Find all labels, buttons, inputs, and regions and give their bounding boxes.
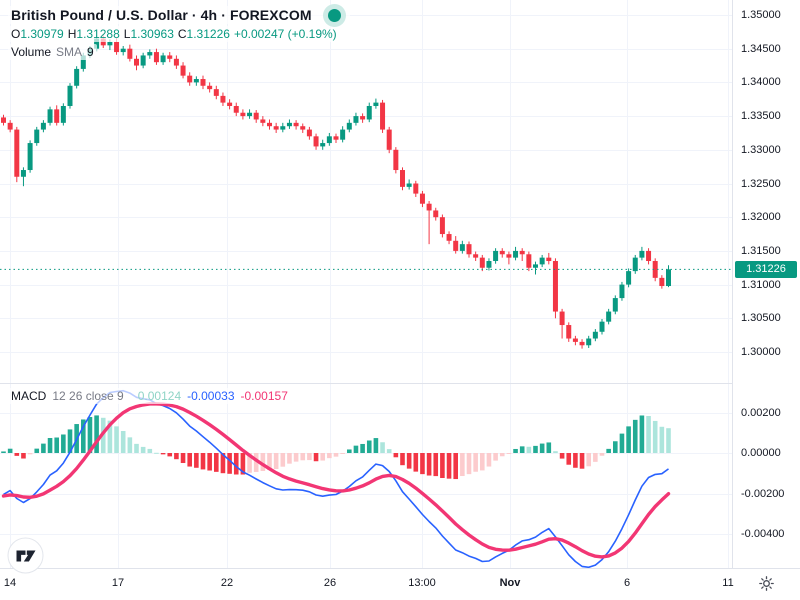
- current-price-badge: 1.31226: [735, 260, 797, 278]
- ohlc-row: O1.30979 H1.31288 L1.30963 C1.31226 +0.0…: [8, 26, 340, 42]
- macd-params: 12 26 close 9: [52, 389, 124, 403]
- symbol-title-row[interactable]: British Pound / U.S. Dollar · 4h · FOREX…: [8, 6, 350, 24]
- time-tick-label: Nov: [499, 577, 521, 589]
- close-label: C: [177, 27, 187, 41]
- close-value: 1.31226: [186, 27, 230, 41]
- time-tick-label: 6: [623, 577, 631, 589]
- price-chart-pane[interactable]: [0, 0, 732, 384]
- volume-legend-row[interactable]: Volume SMA 9: [8, 44, 97, 60]
- price-tick-label: 1.31500: [741, 244, 781, 257]
- time-tick-label: 22: [220, 577, 234, 589]
- macd-line-value: -0.00033: [187, 389, 235, 403]
- time-tick-label: 14: [3, 577, 17, 589]
- symbol-legend: British Pound / U.S. Dollar · 4h · FOREX…: [8, 6, 350, 62]
- macd-title: MACD: [11, 389, 47, 403]
- price-tick-label: 1.32000: [741, 211, 781, 224]
- price-tick-label: 1.32500: [741, 177, 781, 190]
- price-tick-label: 1.35000: [741, 9, 781, 21]
- macd-hist-value: 0.00124: [137, 389, 182, 403]
- macd-legend-row[interactable]: MACD 12 26 close 9 0.00124 -0.00033 -0.0…: [8, 388, 291, 404]
- symbol-title[interactable]: British Pound / U.S. Dollar · 4h · FOREX…: [11, 7, 312, 23]
- market-status-dot[interactable]: [327, 8, 341, 22]
- time-axis[interactable]: 14 17 22 26 13:00 Nov 6 11: [0, 568, 800, 600]
- macd-tick-label: 0.00200: [741, 406, 781, 419]
- price-tick-label: 1.34500: [741, 42, 781, 55]
- gear-icon[interactable]: [759, 576, 774, 591]
- high-value: 1.31288: [76, 27, 120, 41]
- price-tick-label: 1.30000: [741, 346, 781, 358]
- time-tick-label: 26: [323, 577, 337, 589]
- pane-separator[interactable]: [0, 383, 800, 384]
- price-tick-label: 1.30500: [741, 312, 781, 325]
- tradingview-logo[interactable]: [7, 537, 44, 574]
- change-value: +0.00247 (+0.19%): [233, 27, 337, 41]
- price-tick-label: 1.31000: [741, 278, 781, 291]
- macd-tick-label: -0.00400: [741, 528, 785, 540]
- time-tick-label: 13:00: [408, 577, 436, 589]
- volume-sma-label: SMA: [56, 45, 83, 59]
- open-label: O: [11, 27, 21, 41]
- macd-chart-pane[interactable]: [0, 384, 732, 568]
- macd-signal-value: -0.00157: [240, 389, 288, 403]
- open-value: 1.30979: [20, 27, 64, 41]
- macd-tick-label: -0.00200: [741, 487, 785, 500]
- time-tick-label: 11: [722, 577, 734, 589]
- price-tick-label: 1.33500: [741, 110, 781, 123]
- high-label: H: [67, 27, 77, 41]
- price-tick-label: 1.33000: [741, 143, 781, 156]
- volume-label: Volume: [11, 45, 52, 59]
- price-axis[interactable]: 1.31226 1.35000 1.34500 1.34000 1.33500 1.33…: [732, 0, 800, 568]
- volume-sma-value: 9: [87, 45, 94, 59]
- time-tick-label: 17: [111, 577, 125, 589]
- low-label: L: [123, 27, 131, 41]
- low-value: 1.30963: [130, 27, 174, 41]
- price-tick-label: 1.34000: [741, 76, 781, 89]
- macd-tick-label: 0.00000: [741, 447, 781, 459]
